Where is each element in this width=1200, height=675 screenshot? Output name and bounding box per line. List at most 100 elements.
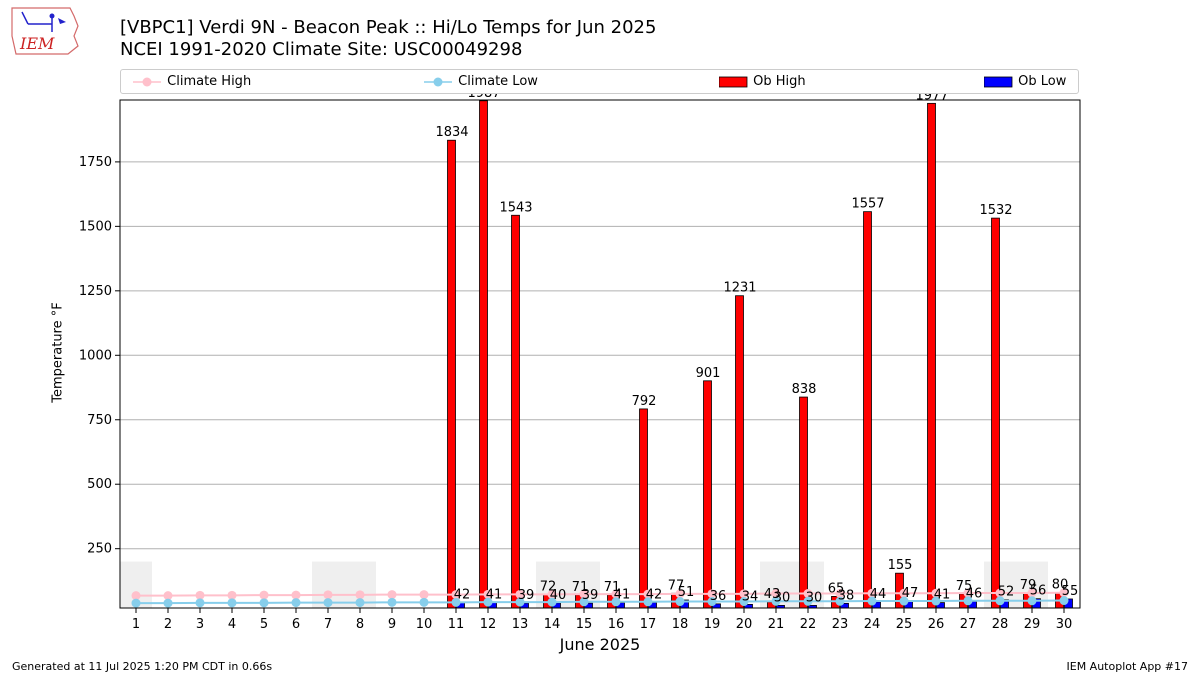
y-tick-label: 1250 [79,284,112,299]
legend-climate-low-marker [424,77,452,86]
ob-high-bar-22 [799,396,808,609]
climate-high-point-2 [163,591,173,601]
x-tick-label: 18 [672,617,689,632]
ob-high-label-29: 79 [1020,578,1037,593]
ob-high-label-23: 65 [828,581,845,596]
ob-low-label-22: 30 [806,590,823,605]
climate-high-point-9 [387,590,397,600]
x-tick-label: 1 [132,617,140,632]
ob-high-bar-24 [863,211,872,609]
climate-low-point-19 [707,597,717,607]
legend-ob-high-label: Ob High [753,74,806,89]
climate-low-point-15 [579,597,589,607]
x-tick-label: 19 [704,617,721,632]
climate-high-line [136,591,1065,597]
ob-high-bar-11 [447,139,456,609]
ob-low-label-18: 51 [678,585,695,600]
climate-high-point-5 [259,590,269,600]
climate-low-point-26 [931,596,941,606]
climate-low-point-27 [963,596,973,606]
ob-low-label-20: 34 [742,589,759,604]
ob-high-label-21: 43 [764,587,781,602]
legend-climate-low-label: Climate Low [458,74,538,89]
climate-high-point-13 [515,589,525,599]
ob-low-label-21: 30 [774,590,791,605]
climate-high-point-19 [707,589,717,599]
climate-low-point-2 [163,598,173,608]
ob-high-label-25: 155 [888,558,913,573]
y-tick-label: 1000 [79,348,112,363]
climate-high-point-30 [1059,588,1069,598]
ob-low-label-17: 42 [646,587,663,602]
climate-low-point-10 [419,597,429,607]
ob-high-label-14: 72 [540,580,557,595]
climate-low-point-18 [675,597,685,607]
climate-low-line [136,599,1065,605]
climate-low-point-17 [643,597,653,607]
ob-high-label-17: 792 [632,394,657,409]
ob-low-label-14: 40 [550,588,567,603]
x-tick-label: 28 [992,617,1009,632]
x-axis-label: June 2025 [559,635,641,654]
climate-low-point-5 [259,598,269,608]
legend-ob-high: Ob High [718,74,806,89]
x-tick-label: 25 [896,617,913,632]
climate-high-point-4 [227,590,237,600]
x-tick-label: 30 [1056,617,1073,632]
legend-ob-low: Ob Low [983,74,1066,89]
ob-high-bar-13 [511,214,520,609]
x-tick-label: 27 [960,617,977,632]
climate-low-point-20 [739,597,749,607]
x-tick-label: 4 [228,617,236,632]
x-tick-label: 29 [1024,617,1041,632]
x-tick-label: 12 [480,617,497,632]
climate-high-point-12 [483,589,493,599]
ob-high-label-13: 1543 [499,200,532,215]
x-tick-label: 5 [260,617,268,632]
ob-high-label-24: 1557 [851,197,884,212]
ob-low-label-13: 39 [518,588,535,603]
footer-generated: Generated at 11 Jul 2025 1:20 PM CDT in … [12,660,273,673]
climate-high-point-16 [611,589,621,599]
x-tick-label: 11 [448,617,465,632]
climate-high-point-11 [451,590,461,600]
y-axis-label: Temperature °F [50,302,66,403]
climate-high-point-22 [803,589,813,599]
x-tick-label: 8 [356,617,364,632]
ob-high-bar-12 [479,100,488,609]
climate-low-point-23 [835,596,845,606]
climate-high-point-6 [291,590,301,600]
legend: Climate High Climate Low Ob High Ob Low [120,69,1079,94]
climate-high-point-3 [195,590,205,600]
climate-low-point-13 [515,597,525,607]
legend-climate-high-label: Climate High [167,74,252,89]
iem-logo-graphic: IEM [11,7,79,55]
x-tick-label: 17 [640,617,657,632]
climate-low-point-25 [899,596,909,606]
x-tick-label: 3 [196,617,204,632]
y-tick-label: 1500 [79,219,112,234]
ob-high-bar-28 [991,217,1000,609]
climate-low-point-3 [195,598,205,608]
ob-high-label-15: 71 [572,580,589,595]
climate-high-point-8 [355,590,365,600]
ob-low-label-23: 38 [838,588,855,603]
legend-climate-high-marker [133,77,161,86]
climate-high-point-27 [963,588,973,598]
climate-high-point-20 [739,589,749,599]
climate-low-point-21 [771,596,781,606]
ob-high-bar-19 [703,380,712,609]
x-tick-label: 6 [292,617,300,632]
climate-high-point-15 [579,589,589,599]
climate-high-point-14 [547,589,557,599]
ob-low-label-30: 55 [1062,584,1079,599]
climate-low-point-8 [355,598,365,608]
y-tick-label: 1750 [79,155,112,170]
climate-low-point-14 [547,597,557,607]
ob-high-label-30: 80 [1052,578,1069,593]
ob-high-bar-20 [735,295,744,609]
climate-low-point-28 [995,596,1005,606]
ob-low-label-19: 36 [710,589,727,604]
climate-low-point-11 [451,597,461,607]
